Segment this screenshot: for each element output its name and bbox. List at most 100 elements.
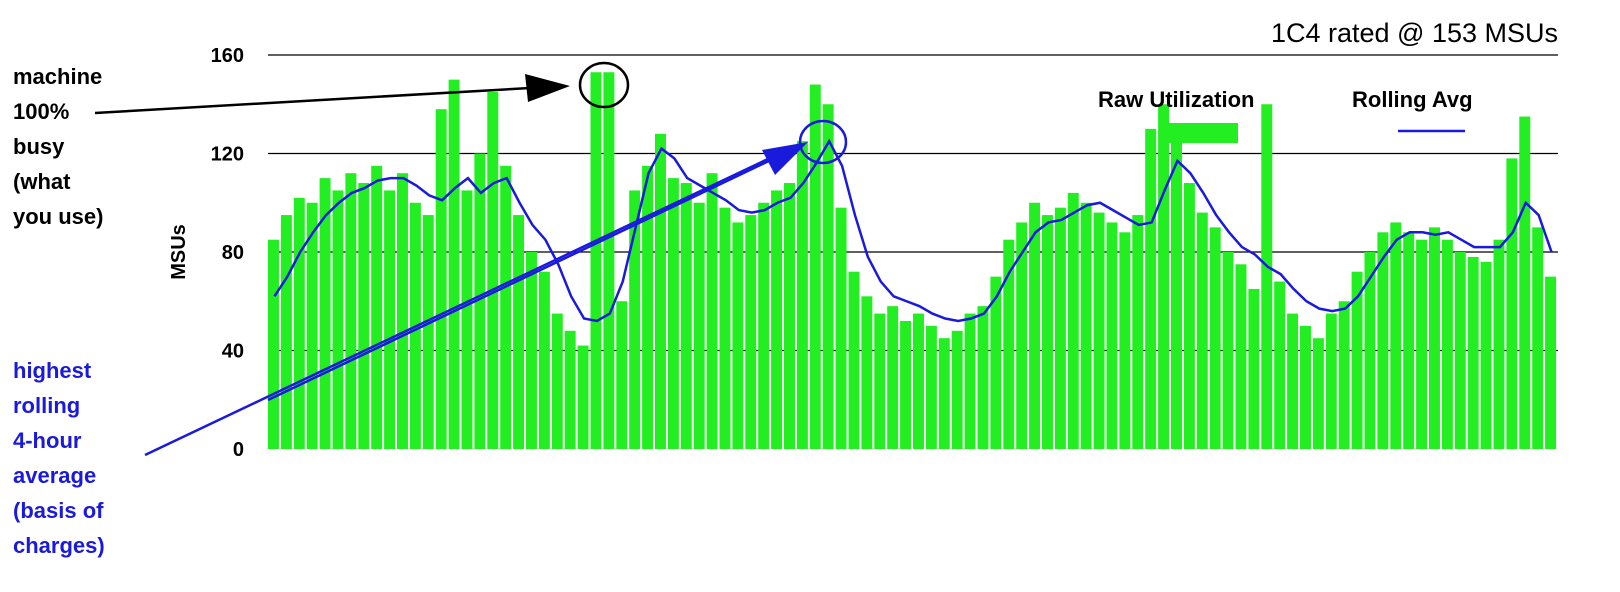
legend-label: Raw Utilization xyxy=(1098,87,1254,112)
bar xyxy=(951,330,963,449)
bar xyxy=(268,239,279,449)
bar xyxy=(1300,325,1311,449)
bar xyxy=(332,190,344,449)
bar xyxy=(551,313,563,449)
annotation: machine xyxy=(13,64,102,89)
bar xyxy=(500,165,512,449)
bar xyxy=(913,313,924,449)
bar xyxy=(1119,232,1131,449)
bar xyxy=(1261,104,1273,449)
bar xyxy=(1454,252,1466,449)
bar xyxy=(1080,202,1092,449)
bar xyxy=(680,183,692,450)
bars xyxy=(268,72,1557,450)
bar xyxy=(1093,212,1105,449)
y-axis-label: MSUs xyxy=(168,224,190,280)
bar xyxy=(1467,256,1479,449)
annotation: (what xyxy=(13,169,71,194)
bar xyxy=(371,165,383,449)
bar xyxy=(719,207,731,449)
bar xyxy=(732,222,744,449)
annotation: average xyxy=(13,463,96,488)
bar xyxy=(435,109,447,450)
bar xyxy=(629,190,641,449)
bar xyxy=(1325,313,1337,449)
bar xyxy=(796,141,808,449)
bar xyxy=(822,104,834,449)
bar xyxy=(345,173,357,449)
bar xyxy=(706,173,718,449)
y-tick-label: 0 xyxy=(233,439,244,461)
bar xyxy=(448,79,460,449)
bar xyxy=(1403,232,1415,449)
bar xyxy=(1145,128,1157,449)
bar xyxy=(384,190,396,449)
bar xyxy=(1029,202,1041,449)
bar xyxy=(1416,239,1428,449)
bar xyxy=(938,338,950,449)
bar xyxy=(977,306,989,449)
bar xyxy=(990,276,1002,449)
ticks: 0 40 80 120 160 xyxy=(211,45,244,461)
bar xyxy=(667,178,679,449)
legend-label: Rolling Avg xyxy=(1352,87,1473,112)
bar xyxy=(474,153,486,449)
bar xyxy=(306,202,318,449)
bar xyxy=(758,202,770,449)
bar xyxy=(900,320,912,449)
arrow xyxy=(144,156,771,457)
lines xyxy=(273,138,1553,323)
bar xyxy=(1351,271,1363,449)
bar xyxy=(1506,158,1518,450)
bar xyxy=(319,178,331,449)
annotation: 4-hour xyxy=(13,428,82,453)
bar xyxy=(1106,222,1118,449)
y-tick-label: 160 xyxy=(211,45,244,67)
bar xyxy=(1003,239,1015,449)
bar xyxy=(1042,215,1053,449)
bar xyxy=(1274,281,1286,449)
bar xyxy=(358,183,370,450)
bar xyxy=(1480,261,1492,449)
bar xyxy=(771,190,783,449)
chart-title: 1C4 rated @ 153 MSUs xyxy=(1271,18,1558,48)
annotation: 100% xyxy=(13,99,69,124)
bar xyxy=(1390,222,1402,449)
arrow-head xyxy=(525,74,570,102)
bar xyxy=(1287,313,1299,449)
y-tick-label: 40 xyxy=(222,341,244,363)
bar xyxy=(642,165,654,449)
bar xyxy=(1312,338,1324,449)
bar xyxy=(1248,288,1260,449)
bar xyxy=(280,215,292,449)
bar xyxy=(1209,227,1221,449)
arrow-head xyxy=(762,142,808,175)
annotation: you use) xyxy=(13,204,103,229)
bar xyxy=(616,301,628,449)
bar xyxy=(1338,301,1350,449)
bar xyxy=(964,313,976,449)
bar xyxy=(1493,239,1505,449)
annotation: rolling xyxy=(13,393,80,418)
legend: Raw Utilization Rolling Avg xyxy=(1098,87,1473,143)
y-tick-label: 80 xyxy=(222,242,244,264)
bar xyxy=(487,91,499,449)
bar xyxy=(293,197,305,449)
bar xyxy=(861,296,873,449)
bar xyxy=(590,72,602,450)
bar xyxy=(1441,239,1453,449)
bar xyxy=(1429,227,1440,449)
bar xyxy=(1171,141,1182,449)
arrow xyxy=(267,156,776,402)
bar xyxy=(925,325,937,449)
bar xyxy=(1054,207,1066,449)
bar xyxy=(577,345,589,449)
bar xyxy=(809,84,821,450)
bar xyxy=(538,271,550,449)
bar xyxy=(397,173,408,449)
legend-swatch xyxy=(1165,123,1238,143)
bar xyxy=(1016,222,1028,449)
bar xyxy=(603,72,615,450)
bar xyxy=(874,313,886,449)
